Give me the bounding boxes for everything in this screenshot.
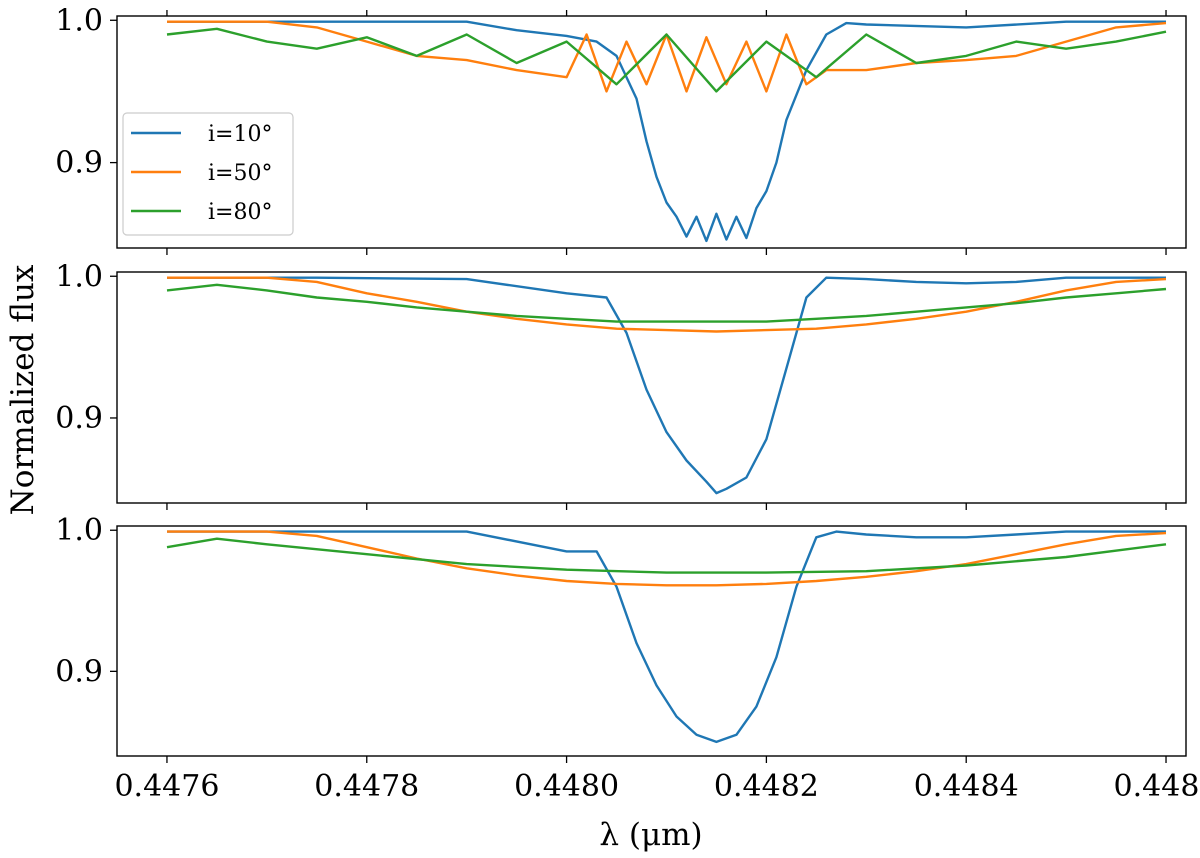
series-line-i80-panel-1 xyxy=(166,27,1167,93)
x-tick-label: 0.4482 xyxy=(714,769,819,804)
y-axis-title: Normalized flux xyxy=(5,264,41,515)
y-tick-label: 1.0 xyxy=(55,259,103,294)
panel-1: 0.9 1.0 xyxy=(55,3,1187,255)
x-tick-label: 0.4484 xyxy=(914,769,1019,804)
legend-label-i80: i=80° xyxy=(208,200,272,225)
panel-frame xyxy=(116,15,1187,249)
x-axis-label: λ (μm) xyxy=(599,817,702,853)
panel-frame xyxy=(116,271,1187,504)
y-axis-label: Normalized flux xyxy=(5,264,41,515)
series-line-i50-panel-2 xyxy=(167,276,1167,333)
legend-frame xyxy=(122,112,294,236)
legend: i=10° i=50° i=80° xyxy=(122,112,294,236)
x-tick-label: 0.4486 xyxy=(1114,769,1200,804)
legend-label-i10: i=10° xyxy=(208,122,272,147)
x-tick-label: 0.4478 xyxy=(314,769,419,804)
y-tick-label: 1.0 xyxy=(55,513,103,548)
series-line-i50-panel-3 xyxy=(167,530,1167,587)
series-line-i10-panel-1 xyxy=(167,20,1166,243)
legend-label-i50: i=50° xyxy=(208,161,272,186)
series-line-i10-panel-3 xyxy=(167,530,1166,744)
x-tick-label: 0.4476 xyxy=(114,769,219,804)
y-tick-label: 0.9 xyxy=(55,654,103,689)
panel-3: 0.4476 0.4478 0.4480 0.4482 0.4484 0.4486 0.9 1… xyxy=(55,513,1200,804)
y-tick-label: 0.9 xyxy=(55,146,103,181)
panels-group: 0.91.00.91.00.4476 0.4478 0.4480 0.4482 0.44… xyxy=(55,3,1200,804)
series-line-i80-panel-2 xyxy=(166,283,1167,323)
series-line-i80-panel-3 xyxy=(166,537,1167,574)
series-line-i50-panel-1 xyxy=(167,20,1167,93)
panel-2: 0.9 1.0 xyxy=(55,259,1187,510)
x-axis-title: λ (μm) xyxy=(599,817,702,853)
x-tick-label: 0.4480 xyxy=(514,769,619,804)
panel-frame xyxy=(116,525,1187,757)
series-line-i10-panel-2 xyxy=(167,276,1166,495)
y-tick-label: 0.9 xyxy=(55,401,103,436)
y-tick-label: 1.0 xyxy=(55,3,103,38)
